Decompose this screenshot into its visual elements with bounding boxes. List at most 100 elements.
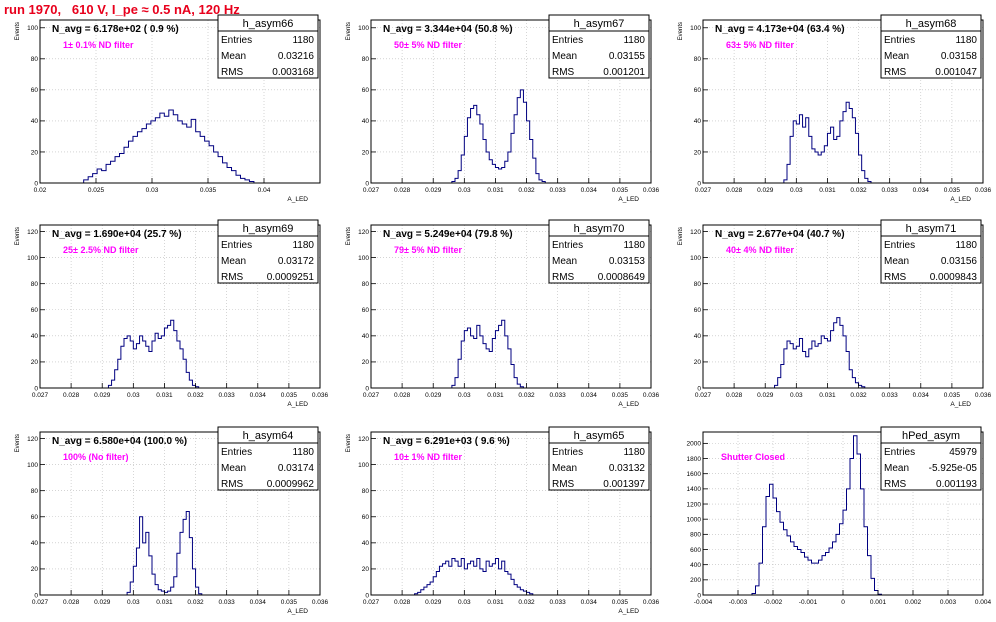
- stats-label-mean: Mean: [552, 463, 577, 474]
- x-tick-label: -0.001: [799, 599, 818, 606]
- x-tick-label: 0.03: [127, 392, 140, 399]
- stats-label-entries: Entries: [884, 240, 915, 251]
- histogram-panel-h_asym67: 0.027 0.028 0.029 0.03 0.031 0.032 0.033 0.034 0…: [346, 14, 660, 203]
- x-tick-label: 0.029: [757, 187, 774, 194]
- y-tick-label: 0: [697, 385, 701, 392]
- stats-label-mean: Mean: [884, 256, 909, 267]
- navg-label: N_avg = 1.690e+04 (25.7 %): [52, 229, 182, 240]
- stats-label-entries: Entries: [221, 35, 252, 46]
- stats-value-rms: 0.003168: [272, 67, 314, 78]
- stats-box: [548, 14, 650, 79]
- y-axis-title: Events: [15, 227, 21, 245]
- x-tick-label: 0.036: [312, 599, 329, 606]
- x-tick-label: 0.036: [975, 392, 992, 399]
- stats-label-mean: Mean: [884, 463, 909, 474]
- x-tick-label: 0.033: [550, 187, 567, 194]
- stats-value-mean: 0.03156: [941, 256, 978, 267]
- x-tick-label: 0.034: [581, 187, 598, 194]
- histogram-line-h_asym67: [451, 89, 546, 183]
- filter-note: 79± 5% ND filter: [394, 245, 462, 255]
- x-tick-label: 0: [841, 599, 845, 606]
- x-tick-label: 0.004: [975, 599, 992, 606]
- y-axis-title: Events: [346, 227, 352, 245]
- stats-label-mean: Mean: [552, 51, 577, 62]
- x-tick-label: 0.027: [32, 599, 49, 606]
- y-tick-label: 40: [694, 333, 702, 340]
- y-tick-label: 80: [362, 488, 370, 495]
- y-tick-label: 60: [694, 307, 702, 314]
- x-tick-label: 0.032: [850, 187, 867, 194]
- y-tick-label: 60: [31, 514, 39, 521]
- x-axis-title: A_LED: [618, 401, 639, 408]
- y-tick-label: 120: [27, 229, 38, 236]
- stats-label-entries: Entries: [552, 240, 583, 251]
- stats-label-rms: RMS: [884, 479, 907, 490]
- filter-note: 10± 1% ND filter: [394, 452, 462, 462]
- stats-value-mean: 0.03174: [278, 463, 315, 474]
- stats-title: h_asym65: [574, 430, 625, 442]
- stats-value-mean: 0.03132: [609, 463, 646, 474]
- plot-frame: [39, 19, 321, 184]
- x-tick-label: 0.027: [363, 187, 380, 194]
- histogram-line-hPed_asym: [751, 435, 882, 595]
- stats-label-entries: Entries: [884, 447, 915, 458]
- x-tick-label: 0.035: [612, 392, 629, 399]
- plot-frame: [370, 224, 652, 389]
- x-tick-label: 0.028: [63, 599, 80, 606]
- stats-value-entries: 1180: [292, 240, 314, 251]
- stats-title: h_asym70: [574, 223, 625, 235]
- x-axis-title: A_LED: [287, 401, 308, 408]
- stats-box: [548, 219, 650, 284]
- x-tick-label: 0.033: [550, 599, 567, 606]
- navg-label: N_avg = 6.178e+02 ( 0.9 %): [52, 24, 179, 35]
- x-tick-label: 0.035: [944, 187, 961, 194]
- y-tick-label: 100: [690, 25, 701, 32]
- filter-note: 1± 0.1% ND filter: [63, 40, 134, 50]
- y-tick-label: 60: [362, 307, 370, 314]
- x-tick-label: -0.004: [694, 599, 713, 606]
- y-tick-label: 80: [31, 281, 39, 288]
- x-tick-label: 0.02: [34, 187, 47, 194]
- y-tick-label: 1400: [687, 486, 702, 493]
- y-tick-label: 0: [365, 385, 369, 392]
- x-tick-label: 0.028: [63, 392, 80, 399]
- stats-label-entries: Entries: [221, 447, 252, 458]
- y-tick-label: 20: [31, 149, 39, 156]
- y-axis-title: Events: [15, 22, 21, 40]
- y-tick-label: 0: [697, 592, 701, 599]
- filter-note: 25± 2.5% ND filter: [63, 245, 139, 255]
- x-tick-label: 0.029: [94, 599, 111, 606]
- stats-value-rms: 0.0009843: [930, 272, 978, 283]
- y-tick-label: 40: [694, 118, 702, 125]
- y-tick-label: 20: [31, 566, 39, 573]
- filter-note: 100% (No filter): [63, 452, 129, 462]
- plot-frame: [702, 224, 984, 389]
- y-tick-label: 0: [365, 592, 369, 599]
- stats-title: h_asym66: [243, 18, 294, 30]
- stats-label-entries: Entries: [552, 447, 583, 458]
- stats-title: h_asym68: [906, 18, 957, 30]
- plot-frame: [39, 431, 321, 596]
- stats-title: hPed_asym: [902, 430, 960, 442]
- stats-value-entries: 1180: [623, 240, 645, 251]
- x-tick-label: 0.034: [913, 187, 930, 194]
- stats-title: h_asym71: [906, 223, 957, 235]
- filter-note: 50± 5% ND filter: [394, 40, 462, 50]
- x-tick-label: 0.032: [850, 392, 867, 399]
- y-tick-label: 120: [27, 436, 38, 443]
- stats-value-rms: 0.001193: [936, 479, 977, 490]
- y-tick-label: 1200: [687, 501, 702, 508]
- stats-box: [548, 426, 650, 491]
- y-axis-title: Events: [346, 434, 352, 452]
- x-tick-label: 0.031: [487, 392, 504, 399]
- stats-value-rms: 0.0008649: [598, 272, 646, 283]
- histogram-line-h_asym65: [414, 557, 534, 595]
- filter-note: Shutter Closed: [721, 452, 785, 462]
- x-tick-label: 0.034: [913, 392, 930, 399]
- x-tick-label: 0.031: [487, 187, 504, 194]
- x-tick-label: 0.029: [94, 392, 111, 399]
- histogram-panel-h_asym66: 0.02 0.025 0.03 0.035 0.04 0 20 40 60 80 100 Events…: [15, 14, 321, 203]
- x-tick-label: 0.03: [127, 599, 140, 606]
- y-tick-label: 0: [34, 592, 38, 599]
